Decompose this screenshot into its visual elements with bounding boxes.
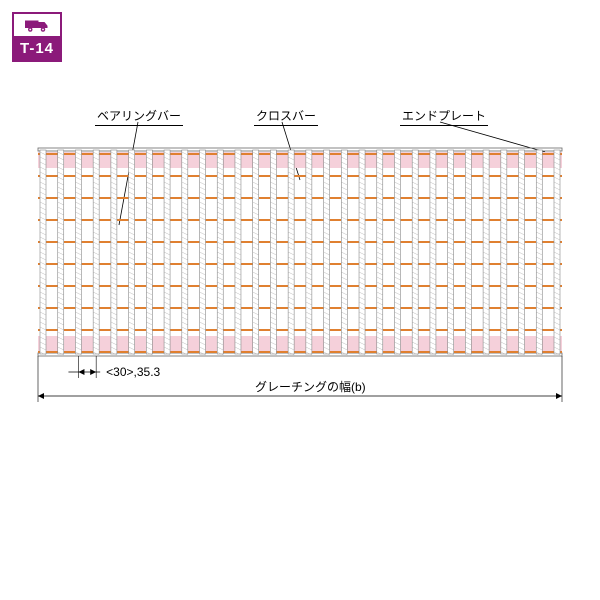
grid-svg: <30>,35.3 グレーチングの幅(b) [35, 120, 565, 430]
load-code: T-14 [14, 36, 60, 60]
truck-icon [14, 14, 60, 36]
grating-diagram: <30>,35.3 グレーチングの幅(b) [35, 120, 565, 430]
load-badge: T-14 [12, 12, 62, 62]
svg-text:<30>,35.3: <30>,35.3 [106, 365, 160, 379]
svg-text:グレーチングの幅(b): グレーチングの幅(b) [255, 379, 366, 394]
